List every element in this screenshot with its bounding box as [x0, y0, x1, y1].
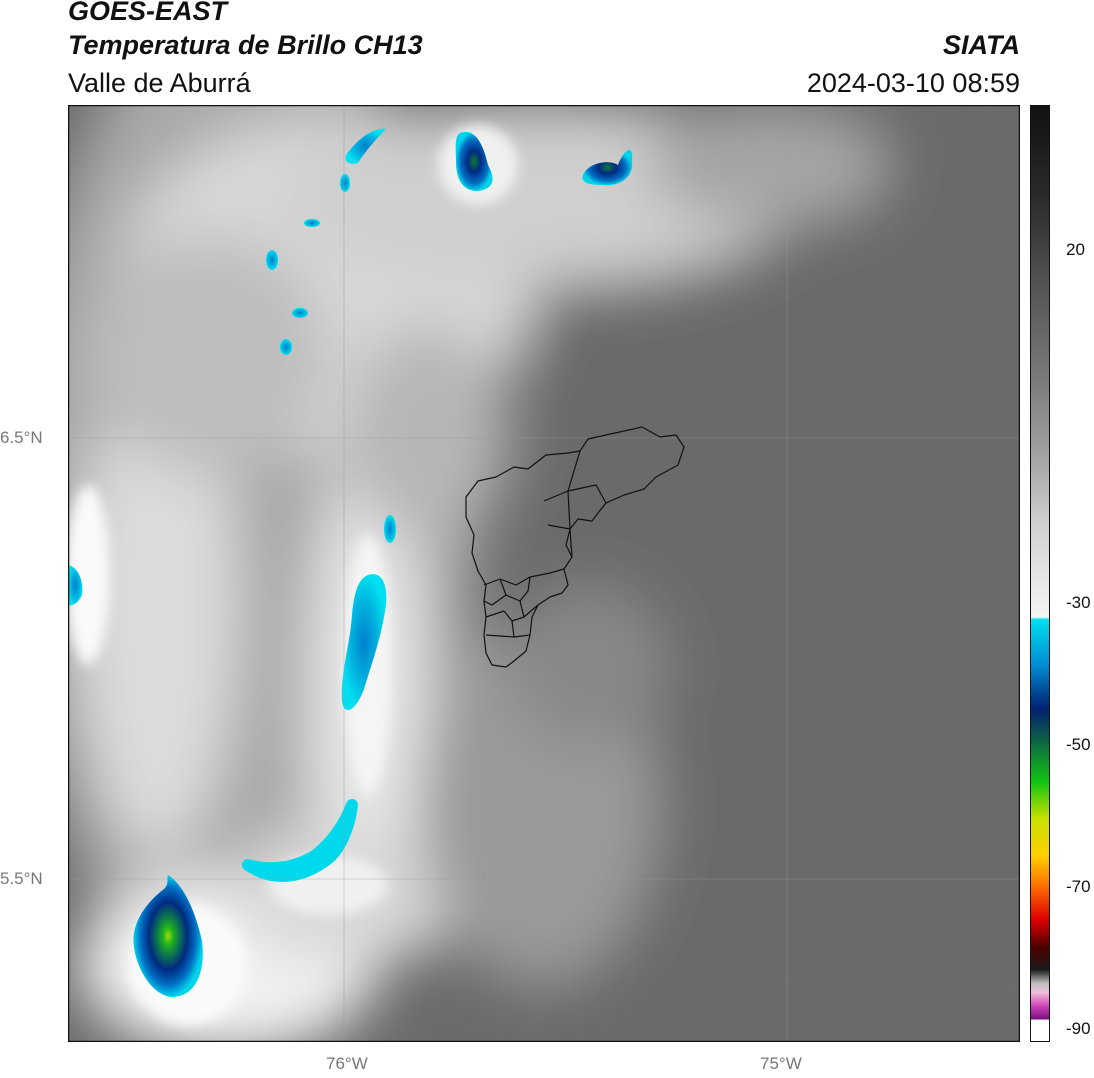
lat-tick-label-6-5: 6.5°N	[0, 428, 43, 447]
lon-tick-label-76w: 76°W	[326, 1054, 368, 1073]
cold-cell-south-west	[133, 875, 203, 997]
cold-cell-west-edge	[68, 565, 83, 606]
cold-cell-north-west	[345, 128, 386, 164]
region-subtitle: Valle de Aburrá	[68, 68, 251, 98]
map-frame	[68, 105, 1020, 1042]
temperature-colorbar	[1030, 105, 1050, 1042]
lon-tick-label-75w: 75°W	[760, 1054, 802, 1073]
satellite-title: GOES-EAST	[68, 0, 228, 26]
datetime-label: 2024-03-10 08:59	[806, 68, 1020, 98]
colorbar-tick-minus90: -90	[1066, 1019, 1091, 1038]
lat-tick-label-5-5: 5.5°N	[0, 869, 43, 888]
colorbar-tick-minus30: -30	[1066, 593, 1091, 612]
cold-cell-north-center	[455, 131, 493, 191]
brightness-temperature-map	[68, 105, 1020, 1042]
cold-cell-north-east	[582, 149, 633, 186]
cold-cell-south-band	[242, 799, 358, 882]
colorbar-tick-minus50: -50	[1066, 735, 1091, 754]
map-gridlines	[68, 105, 1020, 1042]
cold-cell-small-3	[292, 308, 308, 318]
municipality-boundaries	[465, 426, 685, 668]
cold-cloud-cells	[68, 128, 633, 997]
cold-cell-small-1	[266, 250, 278, 270]
cold-cell-small-2	[280, 339, 292, 355]
cold-cell-central-band	[341, 574, 387, 711]
organization-label: SIATA	[943, 30, 1020, 60]
colorbar-tick-20: 20	[1066, 240, 1085, 259]
cold-cell-small-5	[304, 219, 320, 227]
cold-cell-small-4	[340, 174, 350, 192]
cold-cell-small-6	[384, 515, 396, 543]
product-title: Temperatura de Brillo CH13	[68, 30, 423, 60]
colorbar-tick-minus70: -70	[1066, 877, 1091, 896]
